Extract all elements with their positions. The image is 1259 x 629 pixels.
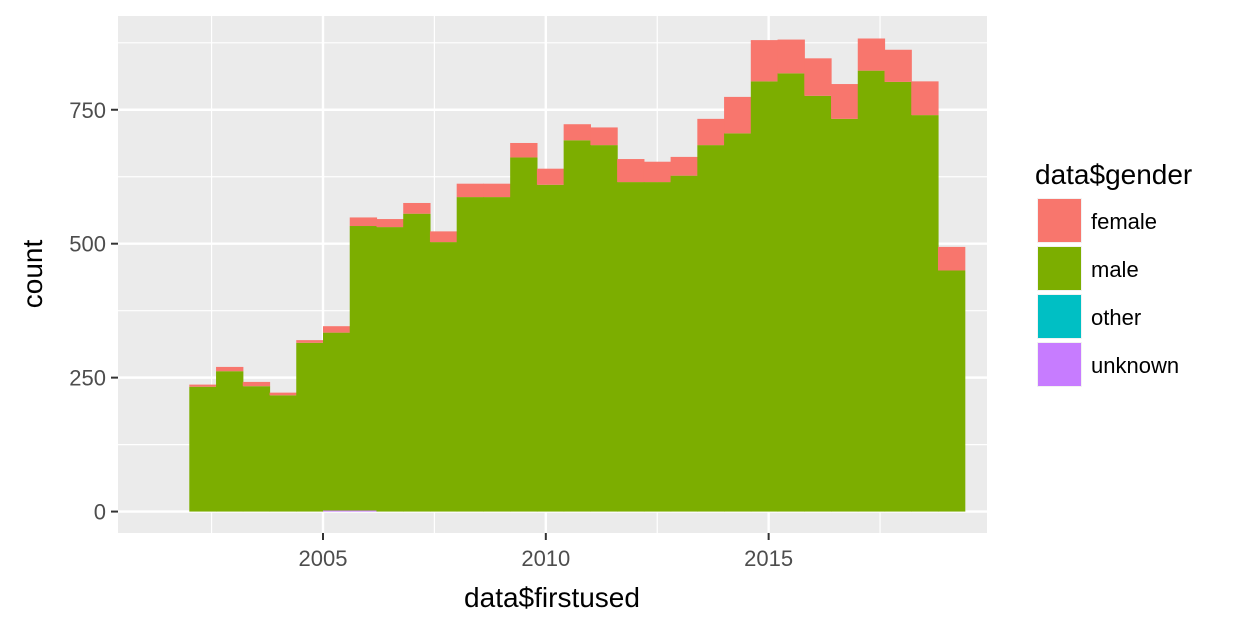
y-tick-label: 750 <box>69 98 106 123</box>
bar-male-21 <box>750 81 779 512</box>
bar-female-24 <box>831 84 859 119</box>
y-axis: 0 250 500 750 <box>69 98 118 525</box>
bar-male-18 <box>670 175 698 512</box>
bar-male-1 <box>216 371 244 512</box>
bar-male-27 <box>911 115 939 512</box>
bar-female-0 <box>189 384 217 387</box>
bar-male-10 <box>456 197 485 512</box>
bar-female-1 <box>216 366 244 372</box>
bar-female-23 <box>804 58 832 96</box>
bar-female-16 <box>617 159 645 183</box>
bar-male-12 <box>510 157 538 512</box>
bar-male-28 <box>937 270 966 512</box>
bar-male-13 <box>536 184 565 512</box>
bar-male-23 <box>804 95 832 512</box>
bar-male-11 <box>483 197 511 512</box>
bar-female-6 <box>349 217 378 227</box>
legend-label-other: other <box>1091 305 1141 330</box>
bar-male-6 <box>349 226 378 511</box>
y-tick-label: 500 <box>69 232 106 257</box>
bar-male-4 <box>296 342 324 512</box>
bar-female-12 <box>510 142 538 158</box>
x-axis-title: data$firstused <box>464 582 640 613</box>
x-axis: 2005 2010 2015 <box>299 533 793 571</box>
y-tick-label: 250 <box>69 366 106 391</box>
bar-male-0 <box>189 386 217 512</box>
bar-male-7 <box>376 227 404 512</box>
bar-unknown-6 <box>349 510 378 512</box>
bar-female-3 <box>269 392 297 396</box>
bar-female-26 <box>884 49 912 82</box>
y-axis-title: count <box>17 240 48 309</box>
bar-male-8 <box>403 213 431 512</box>
legend-swatch-unknown <box>1038 343 1081 386</box>
bar-male-26 <box>884 81 912 512</box>
bar-female-5 <box>322 326 351 333</box>
legend-label-unknown: unknown <box>1091 353 1179 378</box>
bar-male-5 <box>322 332 351 511</box>
bar-male-20 <box>724 133 752 512</box>
legend-swatch-other <box>1038 295 1081 338</box>
bar-female-27 <box>911 81 939 116</box>
bar-male-22 <box>777 73 805 512</box>
bar-male-15 <box>590 145 618 512</box>
bar-male-19 <box>697 145 725 512</box>
x-tick-label: 2010 <box>521 546 570 571</box>
bar-male-16 <box>617 182 645 512</box>
bar-female-15 <box>590 127 618 146</box>
x-tick-label: 2005 <box>299 546 348 571</box>
bar-male-2 <box>242 386 271 512</box>
legend: data$gender female male other unknown <box>1035 159 1192 387</box>
bar-female-28 <box>937 246 966 271</box>
bar-male-3 <box>269 395 297 512</box>
bar-female-8 <box>403 202 431 214</box>
legend-swatch-male <box>1038 247 1081 290</box>
bar-female-25 <box>857 38 886 71</box>
bar-female-7 <box>376 219 404 228</box>
bar-female-17 <box>643 161 672 183</box>
bar-female-14 <box>563 124 591 141</box>
bar-female-22 <box>777 39 805 74</box>
bar-female-20 <box>724 96 752 134</box>
legend-label-male: male <box>1091 257 1139 282</box>
bar-male-17 <box>643 182 672 512</box>
legend-label-female: female <box>1091 209 1157 234</box>
bar-female-18 <box>670 156 698 176</box>
bar-male-9 <box>429 242 458 512</box>
x-tick-label: 2015 <box>744 546 793 571</box>
legend-swatch-female <box>1038 199 1081 242</box>
bar-female-2 <box>242 381 271 387</box>
bar-female-11 <box>483 183 511 198</box>
bar-male-14 <box>563 140 591 512</box>
bar-female-9 <box>429 231 458 243</box>
bar-female-4 <box>296 340 324 343</box>
legend-title: data$gender <box>1035 159 1192 190</box>
bar-female-13 <box>536 168 565 185</box>
bar-male-25 <box>857 70 886 512</box>
bar-female-10 <box>456 183 485 198</box>
bar-male-24 <box>831 118 859 512</box>
y-tick-label: 0 <box>94 500 106 525</box>
bar-unknown-5 <box>322 510 351 512</box>
bars <box>189 38 966 512</box>
bar-female-21 <box>750 40 779 82</box>
bar-female-19 <box>697 118 725 146</box>
